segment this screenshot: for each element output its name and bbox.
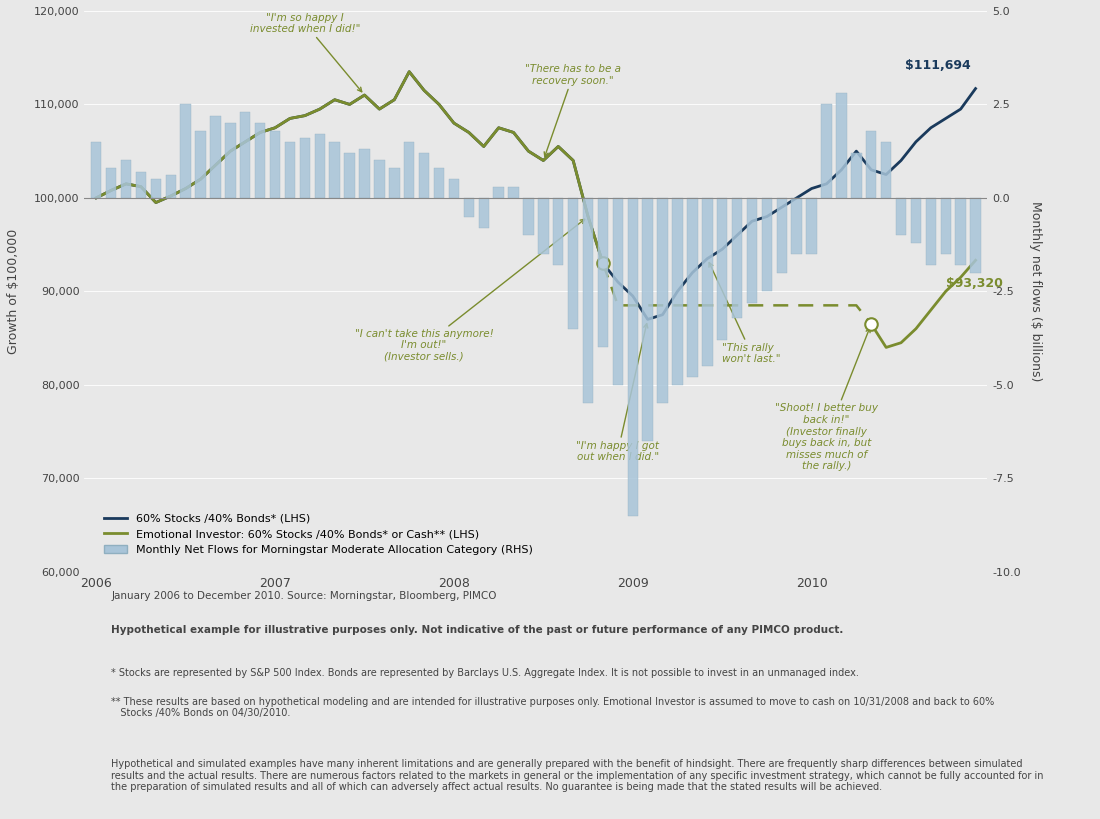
Bar: [270, 130, 280, 198]
Y-axis label: Monthly net flows ($ billions): Monthly net flows ($ billions): [1028, 201, 1042, 382]
Text: "There has to be a
recovery soon.": "There has to be a recovery soon.": [525, 64, 621, 156]
Text: Hypothetical and simulated examples have many inherent limitations and are gener: Hypothetical and simulated examples have…: [111, 759, 1044, 792]
Bar: [583, 198, 593, 404]
Text: "I'm happy I got
out when I did.": "I'm happy I got out when I did.": [576, 324, 659, 463]
Bar: [940, 198, 952, 254]
Bar: [761, 198, 772, 292]
Bar: [180, 104, 191, 198]
Bar: [255, 123, 265, 198]
Bar: [165, 175, 176, 198]
Bar: [553, 198, 563, 265]
Bar: [970, 198, 981, 273]
Bar: [658, 198, 668, 404]
Bar: [688, 198, 697, 378]
Text: $111,694: $111,694: [905, 59, 971, 72]
Bar: [568, 198, 579, 328]
Bar: [777, 198, 786, 273]
Bar: [389, 168, 399, 198]
Bar: [792, 198, 802, 254]
Bar: [628, 198, 638, 516]
Bar: [121, 161, 131, 198]
Bar: [925, 198, 936, 265]
Bar: [956, 198, 966, 265]
Bar: [911, 198, 921, 242]
Bar: [851, 153, 861, 198]
Bar: [866, 130, 877, 198]
Bar: [881, 142, 891, 198]
Bar: [717, 198, 727, 340]
Bar: [106, 168, 117, 198]
Bar: [285, 142, 295, 198]
Bar: [747, 198, 757, 302]
Bar: [151, 179, 161, 198]
Legend: 60% Stocks /40% Bonds* (LHS), Emotional Investor: 60% Stocks /40% Bonds* or Cash: 60% Stocks /40% Bonds* (LHS), Emotional …: [99, 508, 538, 560]
Bar: [613, 198, 623, 385]
Bar: [404, 142, 415, 198]
Text: * Stocks are represented by S&P 500 Index. Bonds are represented by Barclays U.S: * Stocks are represented by S&P 500 Inde…: [111, 667, 859, 678]
Bar: [135, 172, 146, 198]
Text: "I can't take this anymore!
I'm out!"
(Investor sells.): "I can't take this anymore! I'm out!" (I…: [354, 219, 585, 362]
Bar: [806, 198, 817, 254]
Bar: [299, 138, 310, 198]
Text: ** These results are based on hypothetical modeling and are intended for illustr: ** These results are based on hypothetic…: [111, 697, 994, 718]
Bar: [210, 115, 221, 198]
Bar: [702, 198, 713, 366]
Bar: [642, 198, 653, 441]
Text: Hypothetical example for illustrative purposes only. Not indicative of the past : Hypothetical example for illustrative pu…: [111, 625, 844, 635]
Bar: [597, 198, 608, 347]
Text: "This rally
won't last.": "This rally won't last.": [710, 263, 781, 364]
Bar: [449, 179, 459, 198]
Bar: [508, 187, 519, 198]
Bar: [344, 153, 355, 198]
Bar: [478, 198, 490, 228]
Bar: [538, 198, 549, 254]
Text: "Shoot! I better buy
back in!"
(Investor finally
buys back in, but
misses much o: "Shoot! I better buy back in!" (Investor…: [776, 328, 878, 472]
Bar: [360, 149, 370, 198]
Bar: [524, 198, 534, 235]
Bar: [226, 123, 235, 198]
Bar: [895, 198, 906, 235]
Bar: [419, 153, 429, 198]
Text: "I'm so happy I
invested when I did!": "I'm so happy I invested when I did!": [250, 13, 362, 92]
Y-axis label: Growth of $100,000: Growth of $100,000: [7, 229, 20, 354]
Bar: [836, 93, 847, 198]
Bar: [463, 198, 474, 216]
Bar: [433, 168, 444, 198]
Text: $93,320: $93,320: [946, 278, 1002, 290]
Bar: [240, 112, 251, 198]
Bar: [91, 142, 101, 198]
Bar: [494, 187, 504, 198]
Bar: [374, 161, 385, 198]
Bar: [330, 142, 340, 198]
Text: January 2006 to December 2010. Source: Morningstar, Bloomberg, PIMCO: January 2006 to December 2010. Source: M…: [111, 591, 497, 601]
Bar: [732, 198, 742, 318]
Bar: [822, 104, 832, 198]
Bar: [315, 134, 324, 198]
Bar: [672, 198, 683, 385]
Bar: [196, 130, 206, 198]
